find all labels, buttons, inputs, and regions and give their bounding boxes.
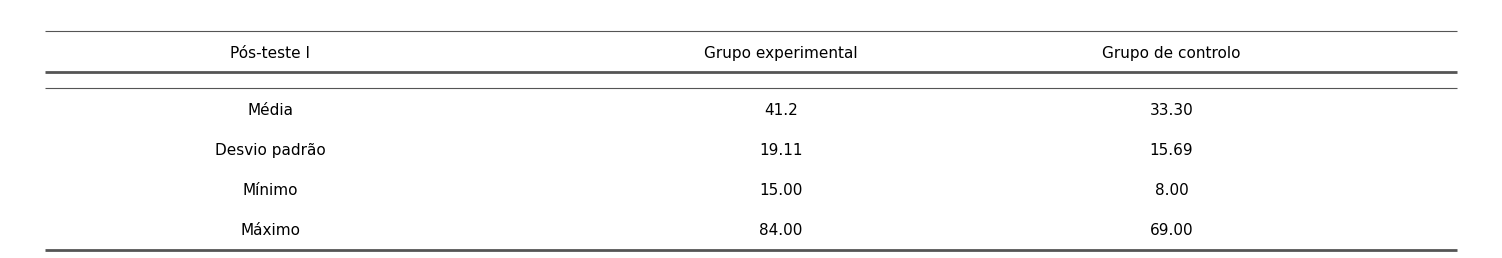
Text: 69.00: 69.00: [1149, 223, 1194, 238]
Text: Pós-teste I: Pós-teste I: [230, 46, 311, 61]
Text: 33.30: 33.30: [1149, 103, 1194, 118]
Text: 8.00: 8.00: [1155, 183, 1188, 198]
Text: Grupo experimental: Grupo experimental: [704, 46, 858, 61]
Text: Desvio padrão: Desvio padrão: [215, 143, 326, 158]
Text: 41.2: 41.2: [765, 103, 798, 118]
Text: 15.00: 15.00: [760, 183, 802, 198]
Text: Mínimo: Mínimo: [243, 183, 297, 198]
Text: 84.00: 84.00: [760, 223, 802, 238]
Text: 19.11: 19.11: [760, 143, 802, 158]
Text: Grupo de controlo: Grupo de controlo: [1102, 46, 1241, 61]
Text: Máximo: Máximo: [240, 223, 300, 238]
Text: 15.69: 15.69: [1149, 143, 1194, 158]
Text: Média: Média: [248, 103, 293, 118]
